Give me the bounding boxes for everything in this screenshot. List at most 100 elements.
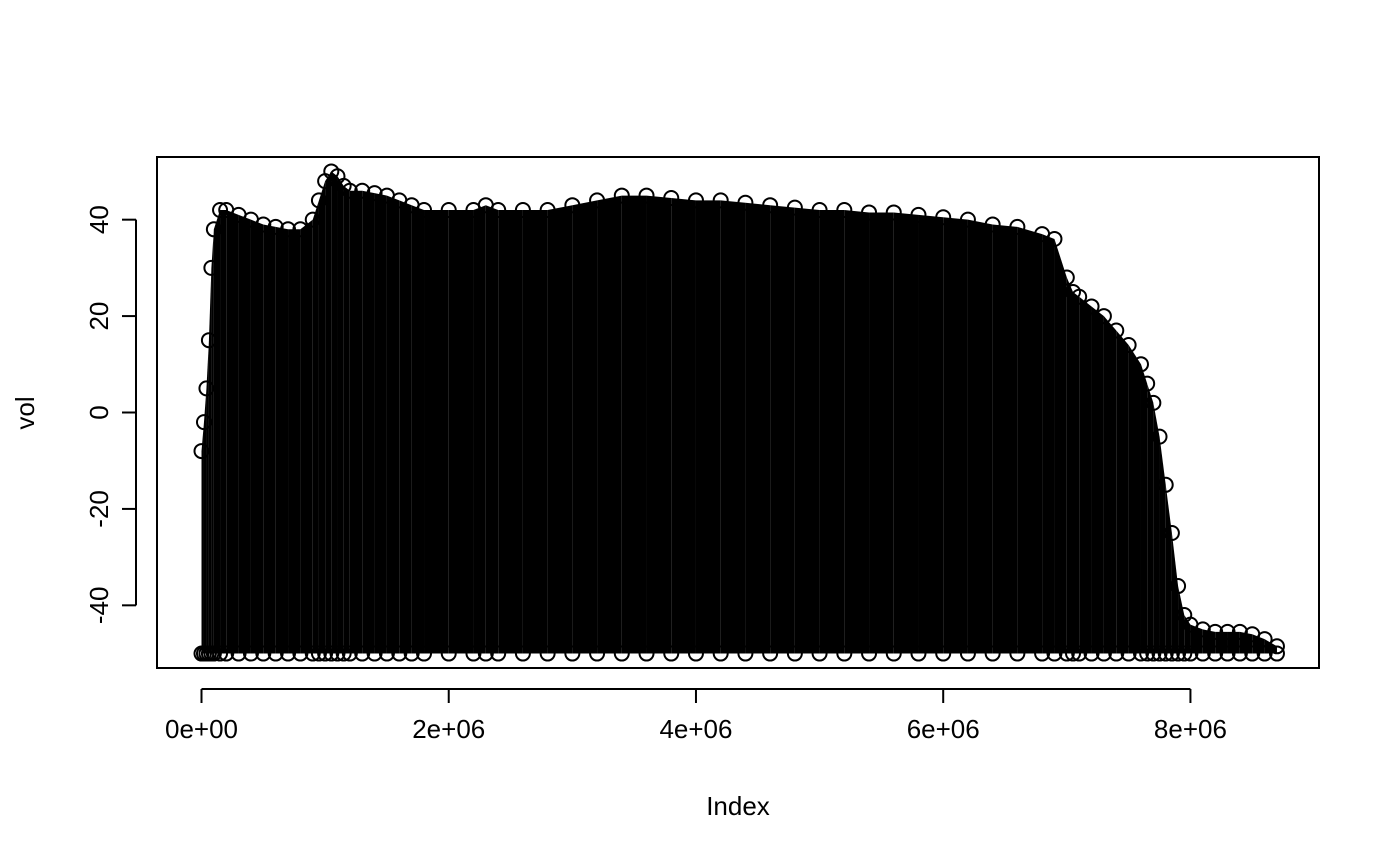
data-point <box>1009 218 1026 235</box>
data-point <box>885 204 902 221</box>
data-point <box>613 645 630 662</box>
data-point <box>255 645 272 662</box>
data-point <box>1095 645 1112 662</box>
data-point <box>267 645 284 662</box>
data-point <box>762 197 779 214</box>
data-point <box>613 187 630 204</box>
data-point <box>935 645 952 662</box>
point-cloud-segment <box>300 219 313 654</box>
point-cloud-segment <box>331 171 338 654</box>
data-point <box>354 182 371 199</box>
point-cloud-segment <box>522 210 548 654</box>
point-cloud-segment <box>572 200 598 654</box>
point-cloud-segment <box>411 205 425 654</box>
data-point <box>737 645 754 662</box>
data-point <box>564 645 581 662</box>
data-point <box>1071 288 1088 305</box>
point-cloud-segment <box>770 205 795 654</box>
point-cloud-segment <box>263 224 276 654</box>
data-point <box>1108 645 1125 662</box>
data-point <box>861 645 878 662</box>
x-tick-label: 2e+06 <box>412 714 485 744</box>
plot-area <box>156 156 1320 669</box>
data-point <box>663 189 680 206</box>
data-point <box>836 645 853 662</box>
data-point <box>366 645 383 662</box>
data-point <box>1071 645 1088 662</box>
point-cloud-segment <box>1073 291 1080 654</box>
data-point <box>687 192 704 209</box>
point-cloud-segment <box>1091 306 1104 654</box>
data-point <box>836 202 853 219</box>
data-point <box>218 645 235 662</box>
data-point <box>1009 645 1026 662</box>
x-tick-label: 0e+00 <box>165 714 238 744</box>
point-cloud-segment <box>1140 364 1148 654</box>
point-cloud-segment <box>745 202 771 654</box>
data-point <box>514 202 531 219</box>
data-point <box>366 185 383 202</box>
point-cloud-segment <box>473 205 486 654</box>
point-cloud-segment <box>1066 277 1074 654</box>
data-point <box>255 216 272 233</box>
point-cloud-segment <box>844 210 870 654</box>
data-point <box>1219 623 1236 640</box>
data-point <box>292 645 309 662</box>
data-point <box>1151 428 1168 445</box>
point-cloud-segment <box>349 190 363 654</box>
data-point <box>1194 621 1211 638</box>
point-cloud-segment <box>1017 226 1043 654</box>
point-cloud-segment <box>819 210 845 654</box>
point-cloud-segment <box>343 185 350 654</box>
point-cloud-segment <box>226 210 239 654</box>
data-point <box>514 645 531 662</box>
data-point <box>1108 322 1125 339</box>
data-point <box>416 202 433 219</box>
point-cloud-segment <box>992 224 1018 654</box>
data-point <box>564 197 581 214</box>
data-points <box>193 163 1285 662</box>
point-cloud-segment <box>869 212 894 654</box>
data-point <box>1120 645 1137 662</box>
point-cloud-segment <box>424 210 449 654</box>
point-cloud-segment <box>250 219 264 654</box>
data-point <box>1244 645 1261 662</box>
data-point <box>959 211 976 228</box>
data-point <box>1058 269 1075 286</box>
point-cloud-segment <box>1042 234 1055 654</box>
point-cloud-segment <box>1079 296 1092 654</box>
data-point <box>539 202 556 219</box>
data-point <box>1231 645 1248 662</box>
data-point <box>341 182 358 199</box>
data-point <box>403 645 420 662</box>
data-point <box>712 192 729 209</box>
plot-frame <box>156 156 1320 669</box>
point-cloud-segment <box>695 200 721 654</box>
point-cloud-segment <box>312 200 319 654</box>
point-cloud-segment <box>597 195 622 654</box>
data-point <box>1083 298 1100 315</box>
point-cloud-segment <box>318 181 326 654</box>
data-point <box>1256 645 1273 662</box>
data-point <box>440 202 457 219</box>
data-point <box>280 221 297 238</box>
point-cloud-segment <box>448 210 474 654</box>
data-point <box>267 218 284 235</box>
data-point <box>811 645 828 662</box>
data-point <box>1046 645 1063 662</box>
data-point <box>1034 645 1051 662</box>
data-point <box>1083 645 1100 662</box>
point-cloud-segment <box>547 205 573 654</box>
data-point <box>663 645 680 662</box>
data-point <box>1268 645 1285 662</box>
y-axis: -40 -20 0 20 40 <box>84 205 137 624</box>
point-cloud-segment <box>893 212 919 654</box>
data-point <box>786 645 803 662</box>
y-tick-label: 0 <box>84 405 114 419</box>
data-point <box>910 206 927 223</box>
data-point <box>354 645 371 662</box>
point-cloud-segment <box>325 171 332 654</box>
data-point <box>1095 308 1112 325</box>
data-point <box>1207 645 1224 662</box>
